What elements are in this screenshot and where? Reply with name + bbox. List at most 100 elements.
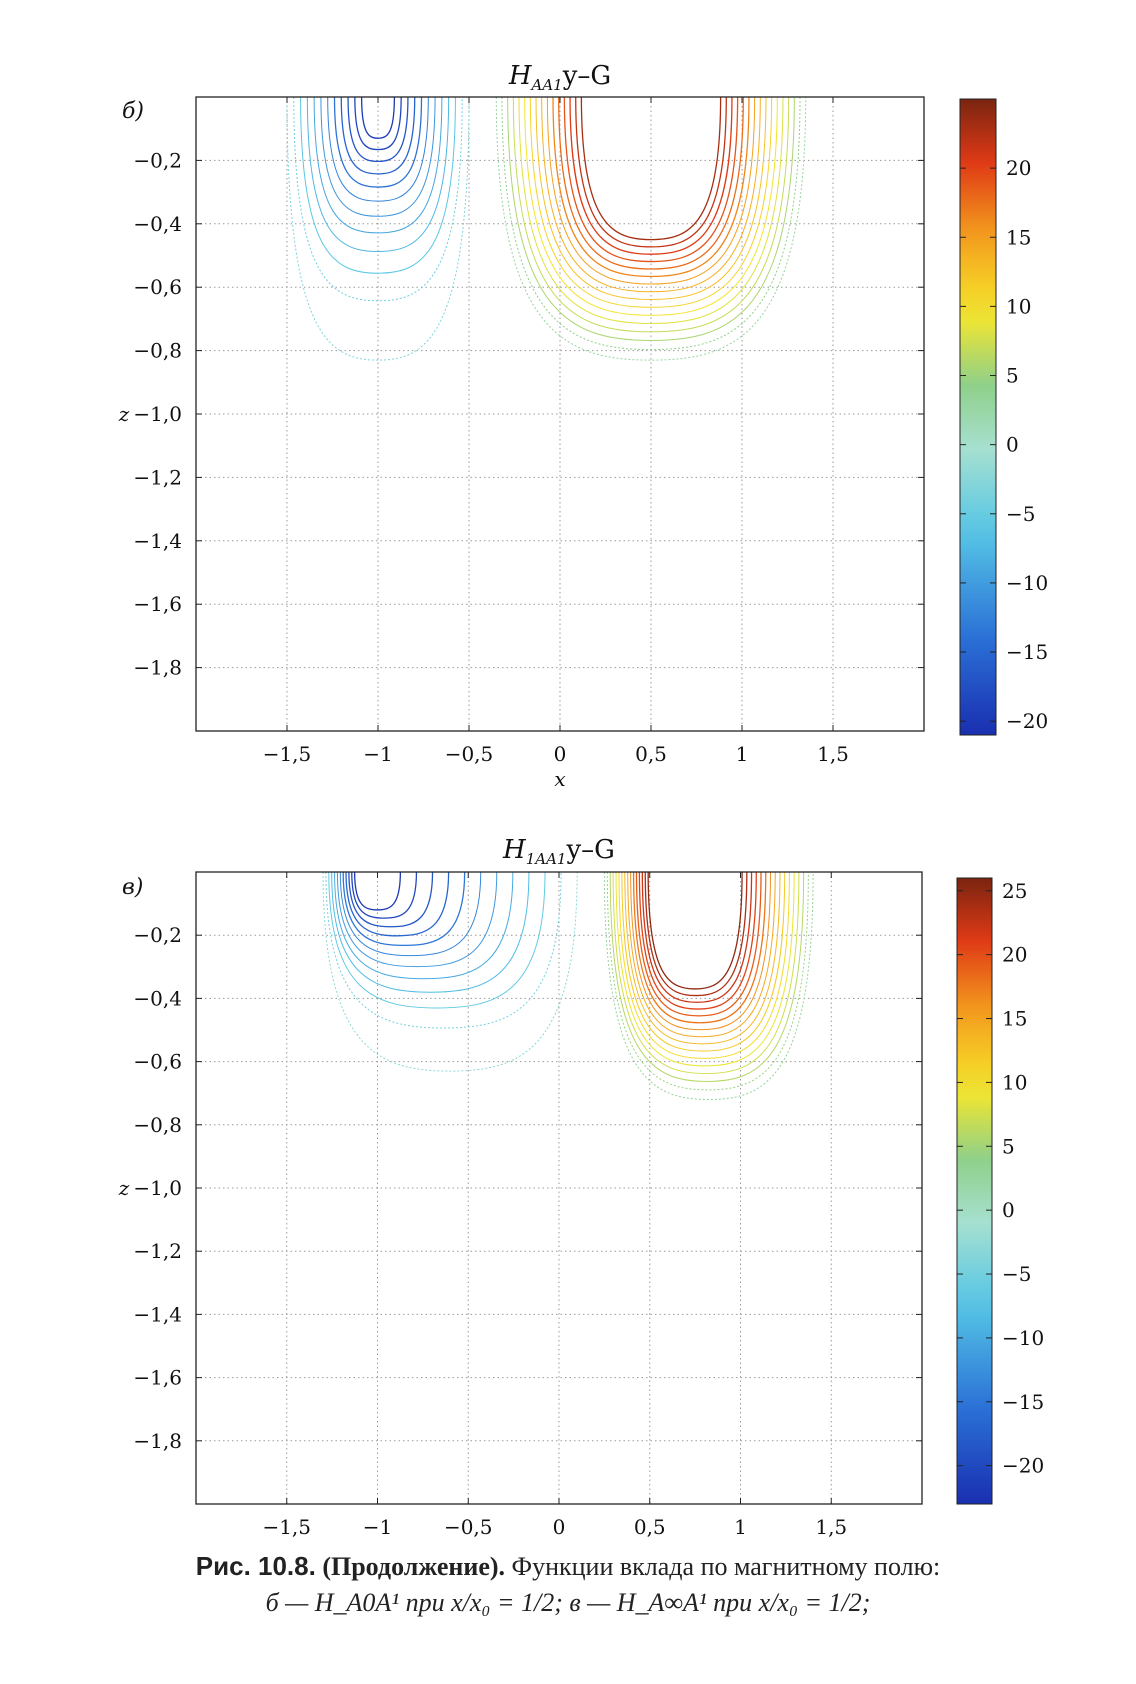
x-tick-label: −1,5 <box>262 1515 311 1539</box>
contour-curve-red <box>647 871 743 990</box>
contour-curve-red <box>507 96 795 341</box>
x-tick-label: 1 <box>736 742 749 766</box>
colorbar-tick-label: 10 <box>1006 294 1031 318</box>
contour-curve-blue <box>300 96 456 274</box>
contour-curve-blue <box>331 871 530 993</box>
colorbar-tick-label: 15 <box>1006 225 1031 249</box>
x-tick-label: −1 <box>363 1515 392 1539</box>
contour-curve-red <box>575 96 727 248</box>
y-tick-label: −1,4 <box>133 529 182 553</box>
colorbar-tick-label: 20 <box>1006 156 1031 180</box>
y-tick-label: −0,4 <box>133 986 182 1010</box>
contour-curve-blue <box>342 871 466 947</box>
contour-curve-blue <box>286 96 470 361</box>
y-tick-label: −1,8 <box>133 656 182 680</box>
y-tick-label: −0,8 <box>133 1113 182 1137</box>
y-tick-label: −0,2 <box>133 923 182 947</box>
chart-panel-2: H1AA1y–G в) −1,5 −1 −0,5 0 0,5 1 1,5 −0,2 −0,4 −0,6… <box>118 835 1044 1539</box>
caption-line-1: Рис. 10.8. (Продолжение). Функции вклада… <box>0 1548 1136 1585</box>
contour-curve-blue <box>353 871 402 911</box>
contour-curve-red <box>501 96 801 351</box>
contour-curve-blue <box>347 96 409 163</box>
y-tick-label: −1,2 <box>133 465 182 489</box>
chart-title: H1AA1y–G <box>502 835 615 868</box>
contour-curve-red <box>609 871 805 1082</box>
y-tick-label: −0,4 <box>133 212 182 236</box>
x-tick-label: 0,5 <box>634 1515 666 1539</box>
contour-curve-red <box>563 96 739 263</box>
x-tick-label: 1 <box>734 1515 747 1539</box>
contour-curve-red <box>641 871 753 1003</box>
y-tick-label: −1,6 <box>133 1366 182 1390</box>
x-axis-label: x <box>554 767 565 791</box>
contour-lines <box>286 96 807 361</box>
contour-curve-blue <box>348 871 434 928</box>
contour-curve-blue <box>322 871 578 1072</box>
colorbar-tick-label: 0 <box>1002 1198 1015 1222</box>
y-axis-label: z <box>118 402 130 426</box>
contour-curve-red <box>552 96 750 278</box>
x-tick-label: 1,5 <box>815 1515 847 1539</box>
contour-curve-blue <box>336 871 498 968</box>
colorbar-tick-label: 15 <box>1002 1007 1027 1031</box>
y-tick-label: −1,2 <box>133 1239 182 1263</box>
contour-curve-red <box>635 871 762 1017</box>
contour-curve-blue <box>320 96 436 217</box>
colorbar-tick-label: −5 <box>1002 1262 1031 1286</box>
contour-curve-blue <box>313 96 443 234</box>
colorbar-tick-label: 0 <box>1006 433 1019 457</box>
contour-curve-red <box>612 871 800 1075</box>
x-tick-label: −1 <box>363 742 392 766</box>
y-tick-label: −1,8 <box>133 1429 182 1453</box>
x-tick-label: −0,5 <box>445 742 494 766</box>
contour-curve-blue <box>334 871 514 980</box>
chart-title: HAA1y–G <box>508 61 611 94</box>
y-tick-label: −0,8 <box>133 339 182 363</box>
contour-curve-blue <box>327 96 429 202</box>
colorbar-tick-label: −15 <box>1006 640 1048 664</box>
x-tick-label: 1,5 <box>817 742 849 766</box>
x-tick-label: −1,5 <box>263 742 312 766</box>
contour-curve-red <box>615 871 795 1067</box>
x-tick-label: 0 <box>554 742 567 766</box>
contour-curve-red <box>632 871 767 1024</box>
contour-curve-red <box>627 871 776 1038</box>
y-tick-label: −0,6 <box>133 275 182 299</box>
y-tick-label: −1,6 <box>133 592 182 616</box>
contour-curve-red <box>603 871 814 1101</box>
contour-curve-blue <box>325 871 562 1029</box>
contour-curve-red <box>524 96 778 316</box>
contour-curve-red <box>546 96 756 285</box>
contour-curve-blue <box>306 96 450 253</box>
y-tick-label: −0,6 <box>133 1050 182 1074</box>
contour-curve-red <box>512 96 790 333</box>
contour-curve-red <box>644 871 748 997</box>
x-tick-label: 0 <box>553 1515 566 1539</box>
contour-curve-blue <box>340 96 416 175</box>
contour-curve-red <box>630 871 771 1031</box>
y-axis-label: z <box>118 1176 130 1200</box>
colorbar <box>959 98 997 736</box>
contour-curve-red <box>529 96 773 308</box>
contour-lines <box>322 871 814 1101</box>
colorbar-tick-label: −10 <box>1006 571 1048 595</box>
colorbar-tick-label: −10 <box>1002 1326 1044 1350</box>
contour-curve-red <box>580 96 722 241</box>
colorbar-tick-label: 10 <box>1002 1070 1027 1094</box>
y-tick-label: −1,0 <box>133 402 182 426</box>
contour-curve-blue <box>360 96 396 139</box>
contour-curve-red <box>558 96 744 270</box>
chart-panel-1: HAA1y–G б) −1,5 −1 −0,5 0 0,5 1 1,5 −0,2 −0,4 −0,6 −… <box>118 61 1048 791</box>
colorbar <box>956 877 993 1505</box>
contour-curve-red <box>541 96 761 293</box>
contour-curve-blue <box>339 871 482 957</box>
contour-curve-red <box>518 96 784 324</box>
figure: HAA1y–G б) −1,5 −1 −0,5 0 0,5 1 1,5 −0,2 −0,4 −0,6 −… <box>118 61 1048 1539</box>
contour-curve-blue <box>333 96 423 188</box>
x-tick-label: 0,5 <box>635 742 667 766</box>
contour-curve-blue <box>328 871 546 1009</box>
contour-curve-blue <box>351 871 418 919</box>
contour-curve-red <box>495 96 807 361</box>
colorbar-tick-label: 25 <box>1002 879 1027 903</box>
contour-curve-red <box>569 96 733 255</box>
